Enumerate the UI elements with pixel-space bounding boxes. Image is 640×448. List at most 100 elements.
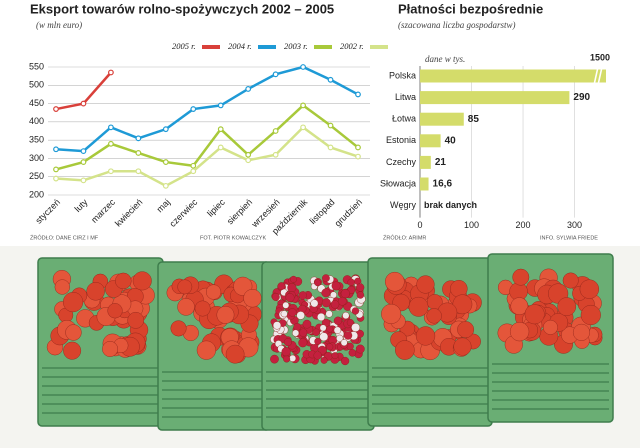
data-point	[53, 175, 59, 182]
radish	[325, 310, 333, 318]
y-tick-label: 200	[29, 189, 44, 199]
radish	[281, 347, 291, 357]
radish	[287, 283, 297, 293]
value-label: 16,6	[433, 179, 453, 190]
y-tick-label: Polska	[389, 70, 416, 80]
radish	[347, 278, 355, 287]
source: ŹRÓDŁO: DANE CIRZ I MF	[30, 234, 99, 241]
x-tick-label: 0	[417, 220, 422, 230]
radish	[283, 355, 291, 363]
tomato	[177, 279, 193, 295]
x-tick-label: lipiec	[205, 197, 227, 219]
value-label: 290	[573, 92, 590, 103]
radish	[340, 356, 350, 366]
tomato	[408, 296, 429, 317]
radish	[356, 291, 365, 299]
data-point	[53, 106, 59, 112]
legend-label: 2002 r.	[340, 41, 364, 51]
data-point	[217, 126, 224, 133]
value-label: 1500	[590, 52, 610, 62]
value-label: 21	[435, 157, 447, 168]
series-line	[55, 125, 359, 188]
credit: FOT. PIOTR KOWALCZYK	[200, 235, 266, 241]
data-point	[162, 182, 169, 189]
radish	[321, 298, 331, 308]
y-tick-label: 500	[29, 80, 44, 90]
y-tick-label: Słowacja	[380, 178, 416, 188]
legend-label: 2004 r.	[228, 41, 252, 51]
radish	[326, 343, 334, 351]
radish	[285, 293, 295, 303]
data-point	[80, 148, 87, 155]
tomato	[457, 321, 475, 338]
tomato	[416, 275, 435, 294]
x-tick-label: luty	[73, 197, 90, 214]
tomato	[63, 292, 84, 313]
tomato	[225, 344, 245, 364]
radish	[336, 334, 344, 342]
tomato	[194, 300, 211, 317]
x-tick-label: maj	[155, 197, 172, 214]
y-tick-label: 250	[29, 171, 44, 181]
tomato	[543, 319, 558, 335]
radish	[310, 299, 319, 308]
bar	[420, 69, 606, 83]
tomato	[132, 271, 152, 291]
data-point	[272, 128, 279, 134]
radish	[321, 288, 331, 298]
radish	[330, 300, 340, 309]
x-tick-label: 200	[516, 220, 531, 230]
radish	[356, 283, 365, 292]
tomato	[127, 312, 145, 329]
tomato	[450, 280, 468, 298]
y-tick-label: 300	[29, 153, 44, 163]
source: ŹRÓDŁO: ARIMR	[383, 234, 426, 241]
tomato	[509, 322, 530, 342]
radish	[322, 274, 330, 283]
y-tick-label: 550	[29, 61, 44, 71]
data-point	[355, 153, 361, 160]
radish	[330, 291, 337, 299]
data-point	[135, 150, 142, 156]
data-point	[327, 144, 334, 151]
y-tick-label: Węgry	[390, 200, 417, 210]
radish	[319, 324, 327, 332]
data-point	[190, 168, 197, 175]
radish	[333, 316, 343, 325]
radish	[337, 296, 347, 306]
tomato	[63, 341, 82, 360]
radish	[271, 293, 280, 301]
data-point	[190, 106, 197, 112]
tomato	[115, 272, 132, 290]
data-point	[355, 91, 361, 98]
radish	[342, 311, 350, 320]
radish	[351, 323, 361, 332]
bar	[420, 91, 570, 105]
y-tick-label: Litwa	[395, 92, 416, 102]
y-tick-label: Estonia	[386, 135, 416, 145]
data-point	[53, 146, 59, 153]
value-label: 40	[445, 135, 457, 146]
radish	[277, 282, 286, 291]
chart-subtitle: (szacowana liczba gospodarstw)	[398, 20, 516, 30]
tomato	[102, 341, 118, 357]
radish	[282, 301, 290, 309]
tomato	[243, 289, 262, 308]
radish	[343, 331, 353, 340]
radish	[270, 354, 279, 364]
radish	[340, 289, 350, 299]
x-tick-label: czerwiec	[168, 197, 200, 229]
radish	[320, 356, 328, 364]
x-tick-label: kwiecień	[113, 197, 144, 228]
radish	[319, 332, 329, 342]
radish	[280, 310, 288, 318]
data-point	[272, 71, 279, 78]
series-line	[55, 103, 359, 171]
radish	[313, 351, 322, 360]
series-line	[55, 65, 359, 153]
data-point	[327, 122, 334, 129]
tomato	[510, 297, 529, 315]
data-point	[53, 166, 59, 173]
radish	[293, 323, 302, 331]
tomato	[453, 337, 472, 356]
